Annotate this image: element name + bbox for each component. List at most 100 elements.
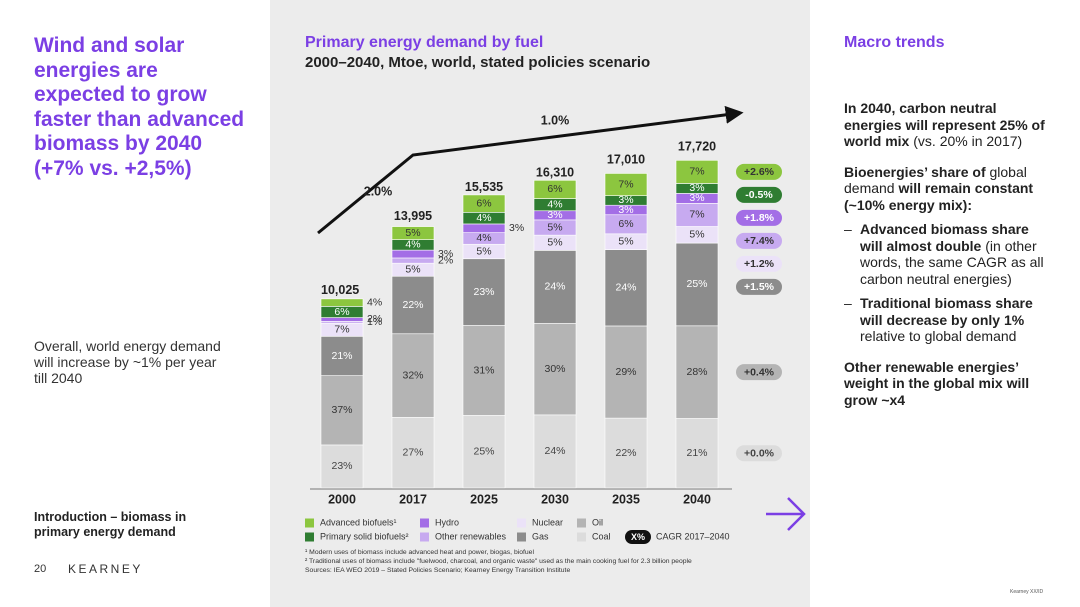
chart-panel: 23% 37% 21% 7% 1% 2% 6% 4% 10,025 2000 27% 32% 22% 5%… <box>270 0 810 607</box>
value-label: 3% <box>509 222 524 234</box>
value-label: 3% <box>618 204 633 216</box>
bar-segment <box>462 415 506 489</box>
total-label: 17,720 <box>678 139 716 153</box>
bar-segment <box>533 250 577 324</box>
x-tick-label: 2025 <box>470 492 498 506</box>
bar-segment <box>462 194 506 213</box>
value-label: 4% <box>476 212 491 224</box>
value-label: 25% <box>473 446 494 458</box>
bar-segment <box>391 257 435 264</box>
cagr-pill <box>736 163 782 180</box>
legend-swatch <box>420 518 429 528</box>
value-label: 2% <box>438 254 453 266</box>
text-run: Advanced biomass share will almost doubl… <box>860 221 1029 254</box>
legend-label: Hydro <box>435 517 459 527</box>
paragraph: Bioenergies’ share of global demand will… <box>844 164 1049 214</box>
arrow-icon <box>766 497 806 531</box>
text-run: Traditional biomass share will decrease … <box>860 295 1033 328</box>
cagr-pill <box>736 445 782 462</box>
paragraph: Other renewable energies’ weight in the … <box>844 358 1030 408</box>
value-label: 32% <box>402 369 423 381</box>
bar-segment <box>391 249 435 259</box>
value-label: 1% <box>367 316 382 328</box>
value-label: 24% <box>544 445 565 457</box>
value-label: 22% <box>615 447 636 459</box>
legend-pill-label: X% <box>631 532 645 542</box>
page-number: 20 <box>34 563 47 575</box>
text-run: Bioenergies’ share of <box>844 163 990 180</box>
cagr-label: +7.4% <box>744 235 775 247</box>
value-label: 29% <box>615 366 636 378</box>
bar-segment <box>391 417 435 489</box>
legend-label: Primary solid biofuels² <box>320 531 409 541</box>
text-run: (in other words, the same CAGR as all ca… <box>860 237 1044 287</box>
headline: Wind and solar energies are expected to … <box>34 34 245 180</box>
bar-segment <box>675 325 719 419</box>
cagr-pill <box>736 255 782 272</box>
chart: 23%37%21%7%1%2%6%4%10,025200027%32%22%5%… <box>305 105 782 574</box>
cagr-label: +2.6% <box>744 166 775 178</box>
legend-swatch <box>577 532 586 542</box>
bar-segment <box>604 325 648 419</box>
bar-segment <box>320 336 364 376</box>
legend-swatch <box>305 532 314 542</box>
growth-label: 1.0% <box>541 113 570 127</box>
value-label: 5% <box>476 245 491 257</box>
value-label: 3% <box>547 209 562 221</box>
footnote: Sources: IEA WEO 2019 – Stated Policies … <box>305 567 570 574</box>
x-tick-label: 2035 <box>612 492 640 506</box>
bar-segment <box>533 414 577 489</box>
value-label: 27% <box>402 446 423 458</box>
cagr-label: +0.4% <box>744 366 775 378</box>
legend-pill <box>625 530 651 544</box>
bar-segment <box>675 160 719 184</box>
bar-segment <box>320 444 364 489</box>
cagr-pill <box>736 364 782 381</box>
legend-label: Gas <box>532 531 549 541</box>
bar-segment <box>533 179 577 199</box>
value-label: 24% <box>544 281 565 293</box>
chart-subtitle: 2000–2040, Mtoe, world, stated policies … <box>305 54 651 71</box>
cagr-label: +1.2% <box>744 258 775 270</box>
value-label: 5% <box>405 263 420 275</box>
cagr-label: +1.5% <box>744 281 775 293</box>
summary: Overall, world energy demand will increa… <box>34 338 221 386</box>
bar-segment <box>462 325 506 416</box>
panel-title: Macro trends <box>844 34 945 51</box>
text-run: In 2040, carbon neutral energies will re… <box>844 100 1045 149</box>
value-label: 3% <box>438 248 453 260</box>
legend-swatch <box>517 518 526 528</box>
value-label: 4% <box>547 198 562 210</box>
cagr-label: -0.5% <box>745 189 773 201</box>
paragraph: In 2040, carbon neutral energies will re… <box>844 100 1049 150</box>
text-run: (vs. 20% in 2017) <box>909 133 1023 149</box>
value-label: 31% <box>473 364 494 376</box>
legend-swatch <box>517 532 526 542</box>
chart-title: Primary energy demand by fuel <box>305 34 544 51</box>
cagr-pill <box>736 186 782 203</box>
bar-segment <box>462 223 506 233</box>
legend-swatch <box>577 518 586 528</box>
value-label: 4% <box>405 239 420 251</box>
legend-swatch <box>305 518 314 528</box>
bar-segment <box>604 249 648 327</box>
value-label: 7% <box>334 324 349 336</box>
value-label: 6% <box>476 197 491 209</box>
x-tick-label: 2000 <box>328 492 356 506</box>
value-label: 3% <box>689 182 704 194</box>
value-label: 28% <box>686 366 707 378</box>
value-label: 7% <box>689 166 704 178</box>
value-label: 24% <box>615 282 636 294</box>
value-label: 7% <box>618 178 633 190</box>
cagr-pill <box>736 278 782 295</box>
cagr-pill <box>736 209 782 226</box>
legend-label: CAGR 2017–2040 <box>656 531 730 541</box>
legend-label: Other renewables <box>435 531 507 541</box>
legend-swatch <box>420 532 429 542</box>
value-label: 23% <box>473 286 494 298</box>
bullet: Traditional biomass share will decrease … <box>844 295 1049 345</box>
bar-segment <box>320 298 364 307</box>
bar-segment <box>391 275 435 335</box>
value-label: 4% <box>367 296 382 308</box>
total-label: 15,535 <box>465 180 503 194</box>
